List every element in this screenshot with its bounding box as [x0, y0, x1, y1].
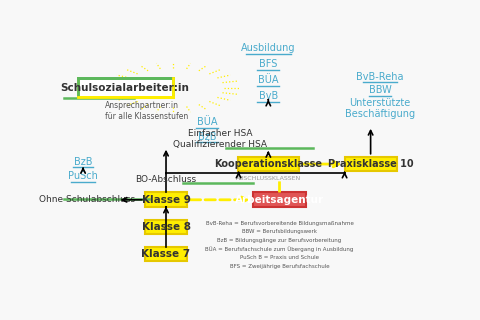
Text: BzB: BzB [74, 156, 92, 167]
Text: Ohne Schulabschluss: Ohne Schulabschluss [39, 195, 135, 204]
Text: BvB: BvB [259, 91, 278, 101]
Text: Ansprechpartner:in
für alle Klassenstufen: Ansprechpartner:in für alle Klassenstufe… [105, 101, 188, 121]
Text: Klasse 7: Klasse 7 [142, 249, 191, 259]
FancyBboxPatch shape [144, 220, 187, 234]
FancyBboxPatch shape [144, 247, 187, 261]
Text: BO-Abschluss: BO-Abschluss [135, 175, 197, 184]
Text: Unterstützte
Beschäftigung: Unterstützte Beschäftigung [345, 98, 415, 119]
Text: PuSch B = Praxis und Schule: PuSch B = Praxis und Schule [240, 255, 319, 260]
Text: BvB-Reha = Berufsvorbereitende Bildungsmaßnahme: BvB-Reha = Berufsvorbereitende Bildungsm… [205, 221, 353, 226]
FancyBboxPatch shape [78, 78, 172, 97]
Text: Ausbildung: Ausbildung [241, 43, 296, 53]
Text: BvB-Reha: BvB-Reha [356, 72, 404, 82]
Text: BÜA: BÜA [258, 75, 278, 85]
Text: Arbeitsagentur: Arbeitsagentur [235, 195, 324, 205]
Text: Klasse 9: Klasse 9 [142, 195, 191, 205]
Text: ABSCHLUSSKLASSEN: ABSCHLUSSKLASSEN [236, 176, 301, 181]
Text: BzB: BzB [198, 132, 216, 142]
Text: BFS = Zweijährige Berufsfachschule: BFS = Zweijährige Berufsfachschule [229, 264, 329, 269]
Text: BÜA = Berufsfachschule zum Übergang in Ausbildung: BÜA = Berufsfachschule zum Übergang in A… [205, 246, 354, 252]
FancyBboxPatch shape [345, 157, 396, 172]
Text: PuSch: PuSch [68, 172, 98, 181]
Text: Praxisklasse 10: Praxisklasse 10 [328, 159, 413, 169]
FancyBboxPatch shape [252, 192, 306, 207]
Text: BBW: BBW [369, 85, 391, 95]
Text: BÜA: BÜA [197, 117, 217, 127]
Text: BFS: BFS [259, 59, 277, 69]
Text: BBW = Berufsbildungswerk: BBW = Berufsbildungswerk [242, 229, 317, 234]
Text: BzB = Bildungsgänge zur Berufsvorbereitung: BzB = Bildungsgänge zur Berufsvorbereitu… [217, 238, 342, 243]
Text: Schulsozialarbeiter:in: Schulsozialarbeiter:in [60, 83, 190, 93]
Text: Einfacher HSA
Qualifizierender HSA: Einfacher HSA Qualifizierender HSA [173, 129, 267, 148]
Text: Kooperationsklasse: Kooperationsklasse [215, 159, 323, 169]
Text: Klasse 8: Klasse 8 [142, 222, 191, 232]
FancyBboxPatch shape [238, 157, 299, 172]
FancyBboxPatch shape [144, 192, 187, 207]
